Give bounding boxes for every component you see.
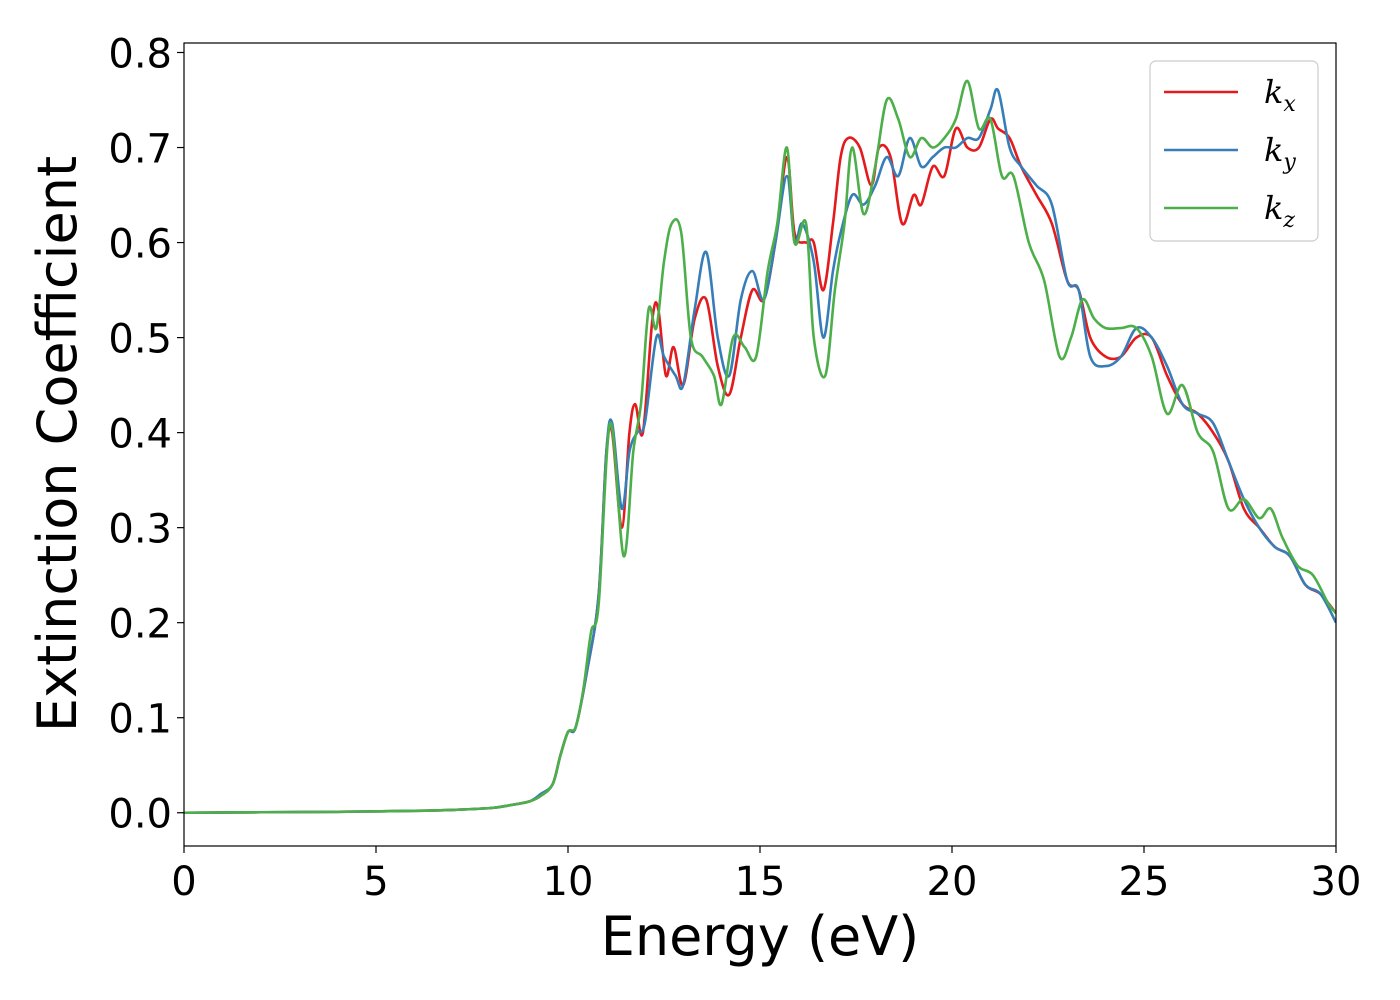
x-axis-ticks: 0 5 10 15 20 25 30: [171, 846, 1361, 905]
y-axis-title: Extinction Coefficient: [26, 156, 89, 732]
x-tick-label: 5: [363, 859, 388, 905]
y-tick-label: 0.4: [108, 412, 172, 458]
y-tick-label: 0.0: [108, 792, 172, 838]
legend-label-x: kx: [1264, 73, 1296, 117]
y-tick-label: 0.1: [108, 697, 172, 743]
series-layer: [184, 79, 1336, 815]
y-tick-label: 0.5: [108, 317, 172, 363]
series-line-z: [184, 79, 1336, 815]
legend: kx ky kz: [1149, 60, 1319, 242]
x-tick-label: 30: [1311, 859, 1362, 905]
y-axis-ticks: 0.0 0.1 0.2 0.3 0.4 0.5 0.6 0.7 0.8: [108, 32, 184, 838]
x-tick-label: 15: [735, 859, 786, 905]
x-tick-label: 0: [171, 859, 196, 905]
x-tick-label: 10: [543, 859, 594, 905]
y-tick-label: 0.7: [108, 127, 172, 173]
x-tick-label: 25: [1119, 859, 1170, 905]
y-tick-label: 0.2: [108, 602, 172, 648]
x-axis-title: Energy (eV): [601, 905, 920, 968]
y-tick-label: 0.8: [108, 32, 172, 78]
y-tick-label: 0.3: [108, 507, 172, 553]
legend-label-z: kz: [1264, 189, 1295, 233]
x-tick-label: 20: [927, 859, 978, 905]
y-tick-label: 0.6: [108, 222, 172, 268]
legend-label-y: ky: [1264, 131, 1296, 175]
